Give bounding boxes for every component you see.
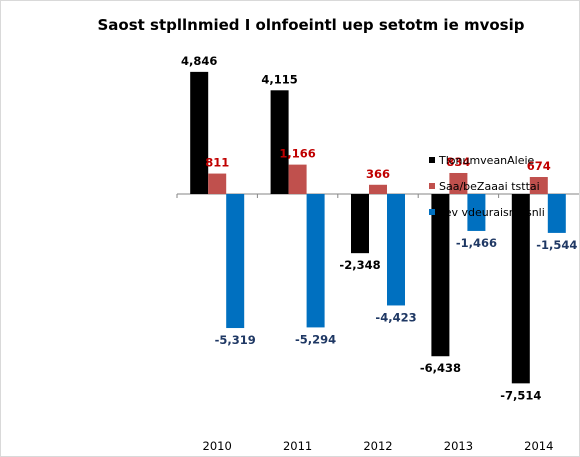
- data-label: 4,846: [181, 54, 217, 68]
- legend-entry-1: TlonumveanAleie: [438, 154, 535, 167]
- x-tick-label: 2013: [444, 439, 473, 453]
- bar-2010-series-2: [208, 173, 227, 194]
- bar-layer: [190, 71, 566, 384]
- bar-2010-series-1: [190, 71, 209, 194]
- bar-2013-series-3: [467, 194, 486, 231]
- data-label: -6,438: [420, 361, 461, 375]
- bar-2012-series-3: [387, 194, 405, 306]
- legend-entry-3: sev vdeuraisrsfisnli: [439, 206, 545, 219]
- data-label: 366: [366, 167, 390, 181]
- axis-layer: 2010 2011 2012 2013 2014: [176, 193, 579, 453]
- data-label: -5,294: [295, 332, 336, 346]
- data-label: 4,115: [261, 72, 297, 86]
- bar-2014-series-1: [511, 194, 530, 384]
- data-label: -1,544: [536, 238, 577, 252]
- x-tick-label: 2012: [363, 439, 392, 453]
- bar-2011-series-2: [288, 164, 307, 194]
- data-label: 674: [527, 159, 551, 173]
- data-label: 834: [446, 155, 470, 169]
- bar-2013-series-1: [431, 194, 450, 357]
- bar-2012-series-2: [369, 184, 387, 194]
- bar-2014-series-2: [529, 177, 548, 194]
- data-label: -7,514: [500, 388, 541, 402]
- bar-2013-series-2: [449, 172, 468, 194]
- x-tick-label: 2010: [203, 439, 232, 453]
- data-label-layer: 4,846 4,115 -2,348 -6,438 -7,514 811 1,166 366 8…: [181, 54, 577, 402]
- data-label: -2,348: [339, 258, 380, 272]
- legend-swatch-1: [429, 157, 435, 163]
- bar-2010-series-3: [226, 194, 245, 329]
- bar-2011-series-1: [270, 90, 289, 194]
- bar-2012-series-1: [351, 194, 369, 254]
- legend-entry-2: Saa/beZaaai tsttai: [439, 180, 540, 193]
- legend-swatch-2: [429, 183, 435, 189]
- data-label: -5,319: [215, 333, 256, 347]
- data-label: 811: [205, 156, 229, 170]
- data-label: -1,466: [456, 236, 497, 250]
- data-label: 1,166: [279, 147, 315, 161]
- legend-swatch-3: [429, 209, 435, 215]
- x-tick-label: 2014: [524, 439, 553, 453]
- data-label: -4,423: [375, 310, 416, 324]
- legend: TlonumveanAleie Saa/beZaaai tsttai sev vde…: [429, 154, 545, 219]
- bar-2014-series-3: [547, 194, 566, 233]
- chart-title: Saost stpllnmied I olnfoeintl uep setotm…: [97, 16, 524, 34]
- bar-2011-series-3: [306, 194, 325, 328]
- x-tick-label: 2011: [283, 439, 312, 453]
